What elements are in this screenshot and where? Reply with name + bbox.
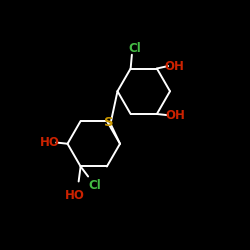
Text: HO: HO <box>65 189 85 202</box>
Text: HO: HO <box>40 136 60 149</box>
Text: Cl: Cl <box>128 42 141 54</box>
Text: S: S <box>104 116 114 129</box>
Text: OH: OH <box>164 60 184 72</box>
Text: Cl: Cl <box>88 179 101 192</box>
Text: OH: OH <box>165 109 185 122</box>
